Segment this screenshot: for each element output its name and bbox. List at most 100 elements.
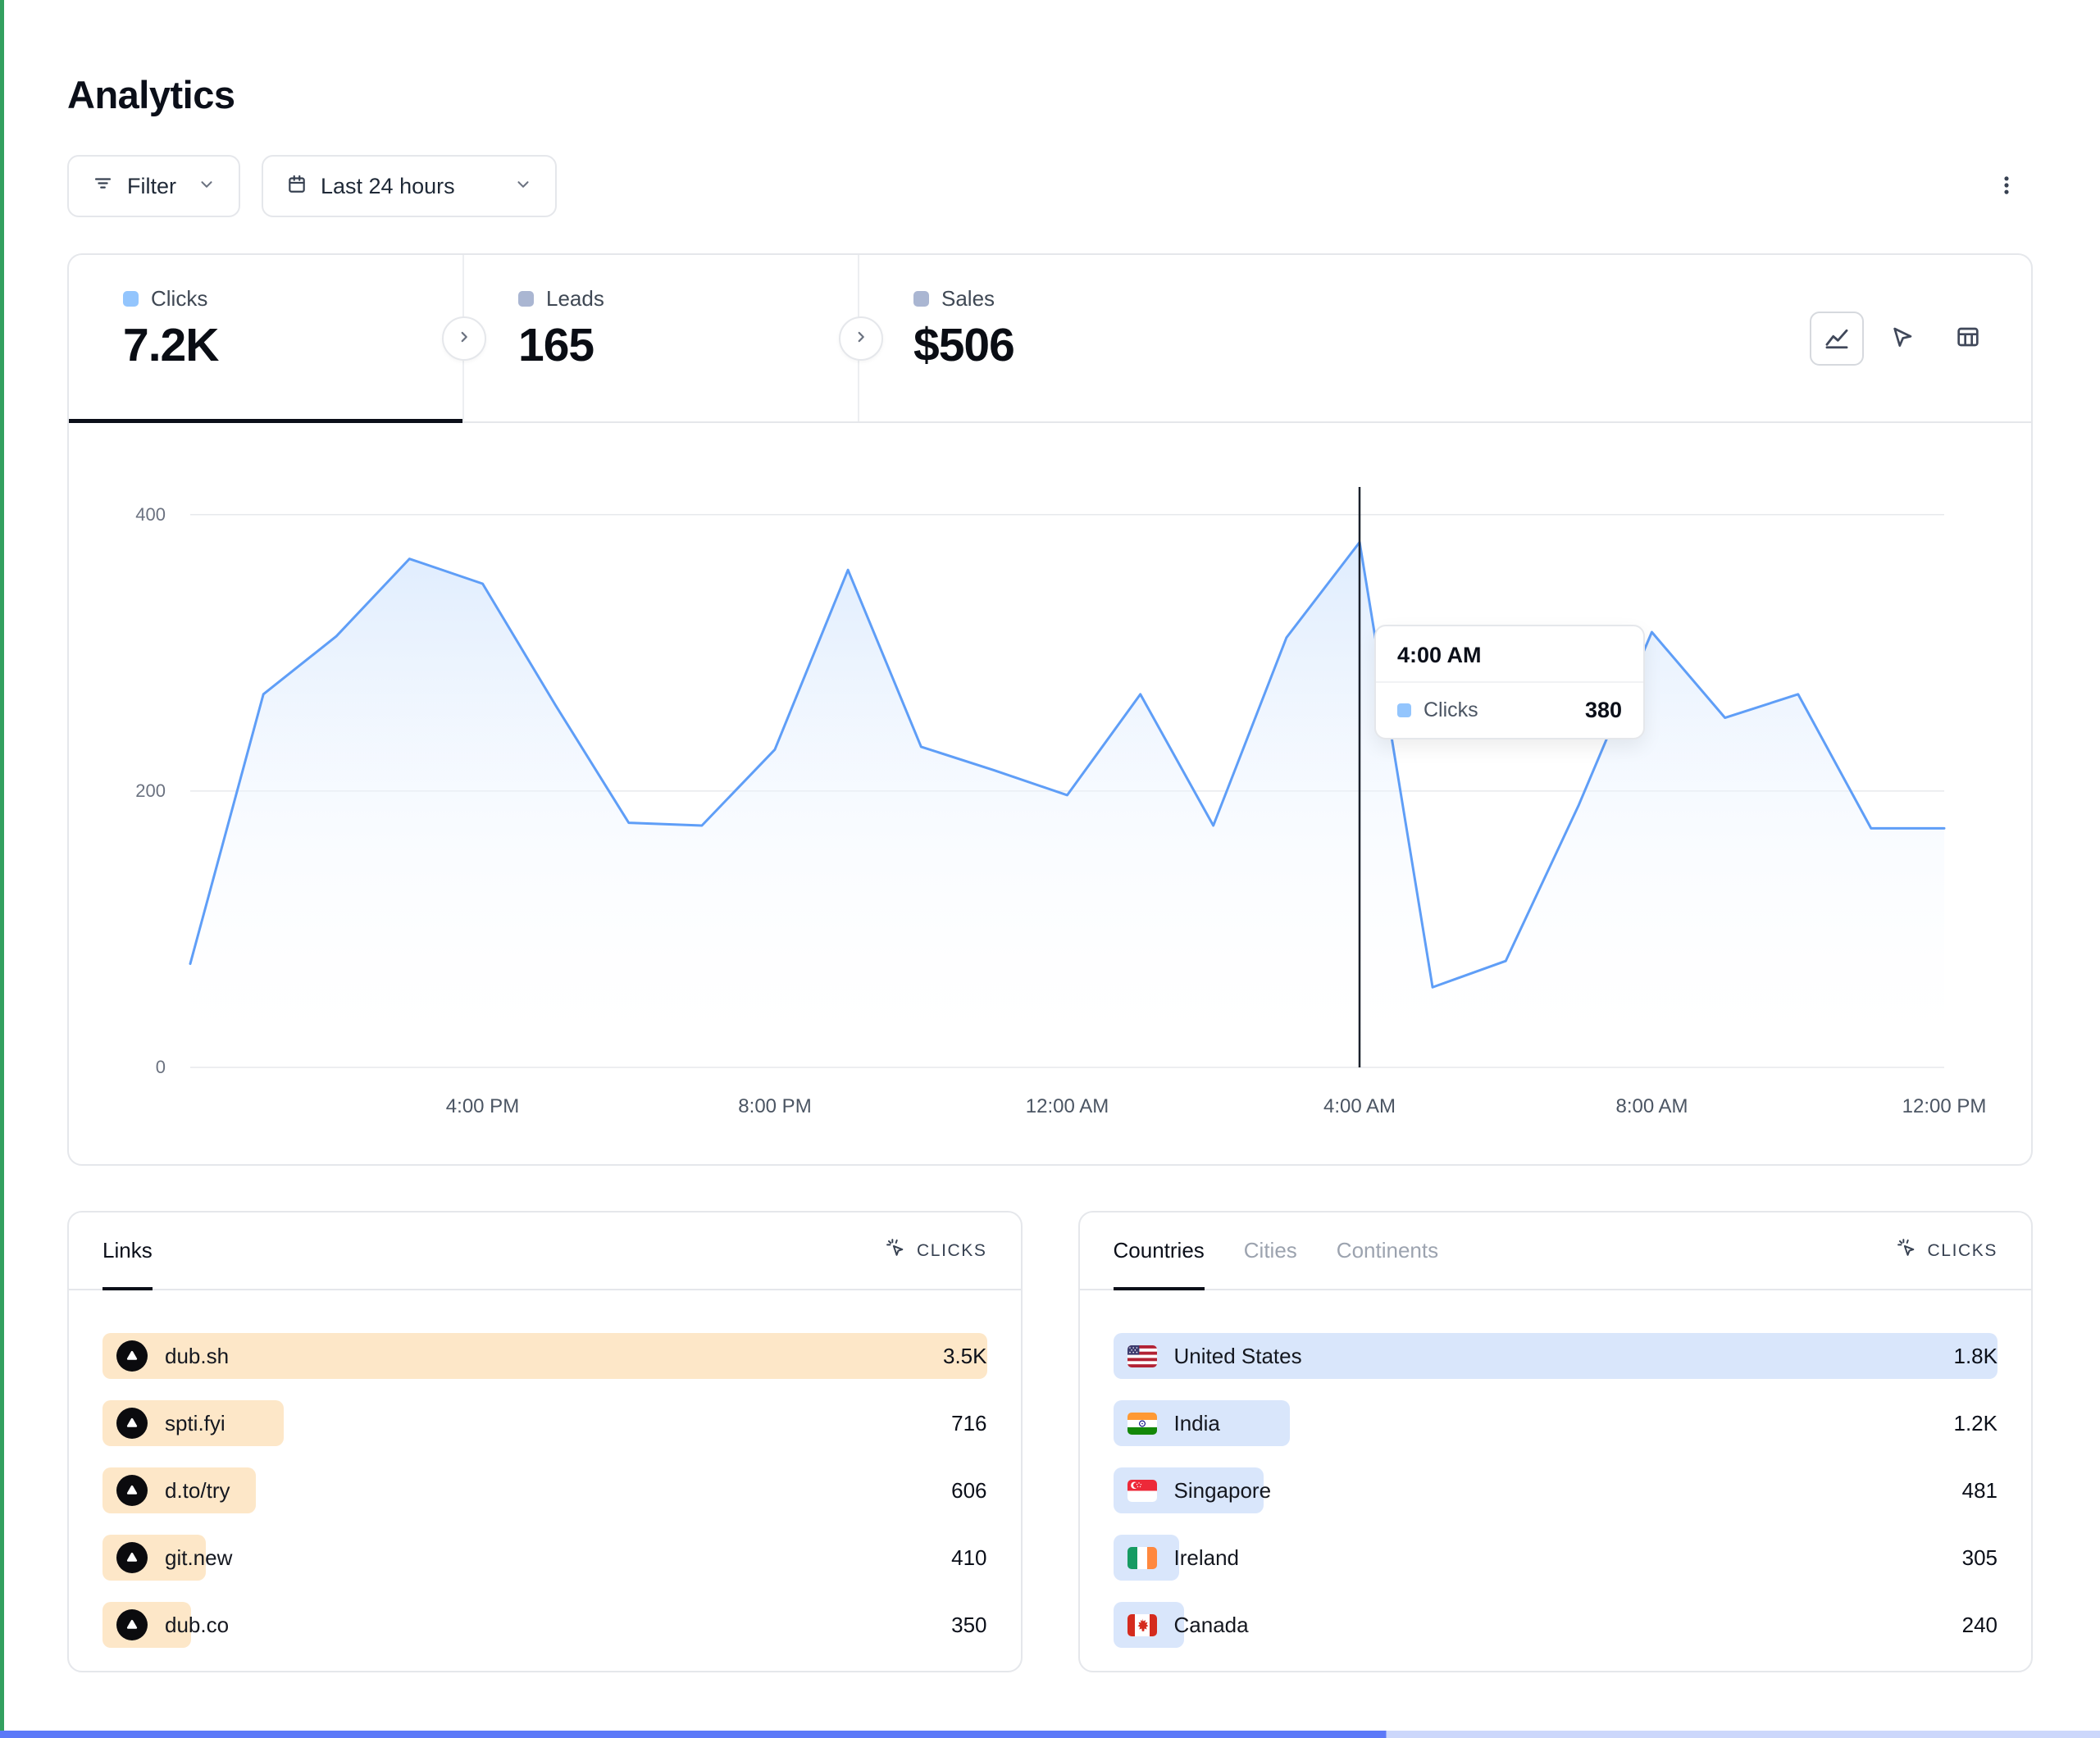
link-row[interactable]: git.new 410 [102, 1535, 987, 1581]
canada-flag-icon [1127, 1613, 1157, 1636]
area-chart-svg [190, 487, 1944, 1067]
dub-logo-icon [116, 1609, 148, 1640]
clicks-chart[interactable]: 0 200 400 4:00 AM [69, 423, 2031, 1077]
tooltip-legend-dot [1397, 703, 1411, 717]
link-label: d.to/try [165, 1477, 230, 1503]
x-tick-label: 4:00 AM [1323, 1095, 1396, 1117]
countries-panel: Countries Cities Continents CLICKS Unite… [1077, 1211, 2033, 1672]
country-label: India [1173, 1410, 1220, 1435]
leads-legend-dot [518, 291, 534, 307]
x-axis-labels: 4:00 PM 8:00 PM 12:00 AM 4:00 AM 8:00 AM 12:0… [190, 1084, 1987, 1143]
analytics-card: Clicks 7.2K Leads 165 Sales $506 [67, 253, 2033, 1166]
expand-clicks-button[interactable] [442, 316, 486, 361]
link-row[interactable]: d.to/try 606 [102, 1467, 987, 1513]
us-flag-icon [1127, 1344, 1157, 1367]
tooltip-time: 4:00 AM [1376, 626, 1643, 683]
x-tick-label: 4:00 PM [445, 1095, 520, 1117]
link-label: dub.co [165, 1612, 230, 1637]
cursor-click-icon [886, 1238, 906, 1263]
funnel-view-button[interactable] [1875, 312, 1929, 366]
x-tick-label: 12:00 AM [1025, 1095, 1109, 1117]
link-label: dub.sh [165, 1343, 230, 1368]
link-value: 606 [951, 1477, 987, 1503]
country-label: Ireland [1173, 1545, 1240, 1570]
dub-logo-icon [116, 1475, 148, 1506]
tab-leads[interactable]: Leads 165 [464, 255, 859, 421]
filter-button[interactable]: Filter [67, 155, 240, 217]
date-range-button[interactable]: Last 24 hours [262, 155, 557, 217]
breakdown-panels: Links CLICKS dub.sh 3.5K spti.fyi 716 d.to/t… [67, 1211, 2033, 1672]
window-bottom-strip [0, 1731, 2100, 1738]
tab-links[interactable]: Links [102, 1213, 153, 1290]
india-flag-icon [1127, 1412, 1157, 1435]
chevron-down-icon [198, 174, 216, 199]
sales-tab-value: $506 [913, 319, 1015, 371]
y-tick-label: 400 [135, 503, 166, 525]
countries-metric-label: CLICKS [1927, 1240, 1998, 1260]
toolbar: Filter Last 24 hours [67, 155, 2033, 217]
leads-tab-value: 165 [518, 319, 594, 371]
tab-continents[interactable]: Continents [1336, 1238, 1439, 1263]
x-tick-label: 8:00 AM [1615, 1095, 1688, 1117]
country-value: 1.8K [1953, 1343, 1998, 1368]
kebab-icon [1995, 174, 2018, 199]
country-label: United States [1173, 1343, 1302, 1368]
link-value: 350 [951, 1612, 987, 1637]
country-label: Singapore [1173, 1477, 1272, 1503]
line-chart-icon [1823, 323, 1851, 353]
links-metric-selector[interactable]: CLICKS [886, 1213, 986, 1289]
chart-tooltip: 4:00 AM Clicks 380 [1374, 625, 1645, 739]
chart-type-switcher [1810, 311, 1995, 366]
link-label: spti.fyi [165, 1410, 225, 1435]
chart-plot-area[interactable]: 4:00 AM Clicks 380 [190, 487, 1944, 1067]
link-row[interactable]: dub.sh 3.5K [102, 1333, 987, 1379]
links-panel-header: Links CLICKS [69, 1213, 1021, 1290]
country-label: Canada [1173, 1612, 1249, 1637]
countries-panel-header: Countries Cities Continents CLICKS [1079, 1213, 2031, 1290]
sales-tab-label: Sales [941, 286, 995, 311]
country-row[interactable]: United States 1.8K [1113, 1333, 1998, 1379]
table-view-button[interactable] [1941, 312, 1995, 366]
dub-logo-icon [116, 1408, 148, 1439]
country-row[interactable]: India 1.2K [1113, 1400, 1998, 1446]
line-chart-view-button[interactable] [1810, 311, 1864, 366]
date-range-label: Last 24 hours [321, 173, 455, 198]
country-bar [1113, 1333, 1998, 1379]
link-label: git.new [165, 1545, 233, 1570]
x-tick-label: 12:00 PM [1902, 1095, 1987, 1117]
ireland-flag-icon [1127, 1546, 1157, 1569]
dub-logo-icon [116, 1340, 148, 1372]
calendar-icon [286, 173, 307, 200]
clicks-legend-dot [123, 291, 139, 307]
country-row[interactable]: Singapore 481 [1113, 1467, 1998, 1513]
countries-metric-selector[interactable]: CLICKS [1897, 1213, 1998, 1289]
tab-cities[interactable]: Cities [1243, 1238, 1297, 1263]
chevron-right-icon [455, 328, 473, 348]
link-row[interactable]: dub.co 350 [102, 1602, 987, 1648]
expand-leads-button[interactable] [839, 316, 883, 361]
sales-legend-dot [913, 291, 929, 307]
link-value: 410 [951, 1545, 987, 1570]
link-bar [102, 1333, 987, 1379]
table-grid-icon [1955, 324, 1981, 353]
chevron-right-icon [852, 328, 870, 348]
tab-countries[interactable]: Countries [1113, 1213, 1205, 1290]
window-edge-strip [0, 0, 4, 1738]
link-value: 716 [951, 1410, 987, 1435]
tab-sales[interactable]: Sales $506 [859, 255, 2031, 421]
links-panel: Links CLICKS dub.sh 3.5K spti.fyi 716 d.to/t… [67, 1211, 1023, 1672]
country-row[interactable]: Ireland 305 [1113, 1535, 1998, 1581]
link-value: 3.5K [943, 1343, 987, 1368]
filter-label: Filter [127, 173, 176, 198]
cursor-arrow-icon [1889, 324, 1916, 353]
y-tick-label: 200 [135, 780, 166, 801]
tab-clicks[interactable]: Clicks 7.2K [69, 255, 464, 423]
more-options-button[interactable] [1980, 155, 2033, 217]
link-row[interactable]: spti.fyi 716 [102, 1400, 987, 1446]
leads-tab-label: Leads [546, 286, 604, 311]
filter-icon [92, 172, 114, 200]
country-row[interactable]: Canada 240 [1113, 1602, 1998, 1648]
y-tick-label: 0 [155, 1057, 166, 1077]
tooltip-value: 380 [1584, 698, 1622, 722]
country-value: 240 [1961, 1612, 1998, 1637]
